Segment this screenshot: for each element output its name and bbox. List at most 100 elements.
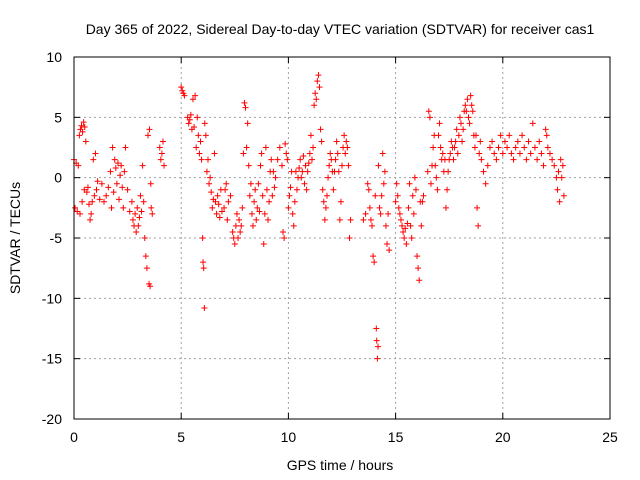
data-point bbox=[380, 180, 387, 187]
x-axis-label: GPS time / hours bbox=[287, 457, 394, 473]
data-point bbox=[560, 192, 567, 199]
data-point bbox=[365, 186, 372, 193]
data-point bbox=[72, 204, 79, 211]
y-tick-label: -5 bbox=[50, 230, 63, 246]
data-point bbox=[504, 144, 511, 151]
data-point bbox=[434, 186, 441, 193]
data-point bbox=[556, 198, 563, 205]
data-point bbox=[109, 144, 116, 151]
data-point bbox=[433, 174, 440, 181]
data-point bbox=[202, 132, 209, 139]
data-point bbox=[512, 144, 519, 151]
data-point bbox=[393, 180, 400, 187]
data-point bbox=[477, 138, 484, 145]
data-point bbox=[86, 201, 93, 208]
data-point bbox=[121, 168, 128, 175]
data-point bbox=[98, 180, 105, 187]
data-point bbox=[402, 225, 409, 232]
data-point bbox=[360, 216, 367, 223]
data-point bbox=[199, 235, 206, 241]
data-point bbox=[410, 210, 417, 217]
data-point bbox=[339, 162, 345, 169]
data-point bbox=[384, 241, 391, 248]
y-tick-label: -10 bbox=[42, 290, 62, 306]
data-point bbox=[437, 144, 444, 151]
data-point bbox=[462, 102, 469, 109]
data-point bbox=[238, 222, 245, 229]
data-point bbox=[105, 184, 112, 191]
data-point bbox=[420, 192, 427, 199]
data-point bbox=[471, 144, 478, 151]
data-point bbox=[235, 235, 242, 241]
data-point bbox=[138, 208, 145, 215]
data-point bbox=[467, 92, 474, 99]
data-point bbox=[93, 186, 100, 193]
data-point bbox=[427, 180, 434, 187]
data-point bbox=[193, 144, 200, 151]
data-point bbox=[79, 128, 86, 135]
data-point bbox=[253, 216, 260, 223]
data-point bbox=[255, 180, 262, 187]
data-point bbox=[499, 150, 506, 157]
axis-ticks: 0 5 10 15 20 25 -20 -15 -10 -5 0 5 10 bbox=[42, 49, 618, 445]
data-point bbox=[222, 186, 229, 193]
data-point bbox=[290, 222, 297, 229]
data-point bbox=[75, 162, 82, 169]
data-point bbox=[382, 222, 389, 229]
data-point bbox=[116, 196, 123, 203]
data-point bbox=[112, 165, 119, 172]
data-point bbox=[491, 150, 498, 157]
data-point bbox=[208, 189, 215, 196]
data-point bbox=[292, 168, 299, 175]
data-point bbox=[453, 126, 460, 133]
data-point bbox=[80, 119, 87, 126]
data-point bbox=[543, 132, 550, 139]
data-point bbox=[186, 116, 193, 123]
data-point bbox=[425, 108, 432, 115]
data-point bbox=[128, 198, 135, 205]
data-point bbox=[216, 214, 223, 221]
data-point bbox=[76, 132, 83, 139]
data-point bbox=[466, 120, 473, 127]
data-point bbox=[334, 150, 341, 157]
data-point bbox=[272, 174, 279, 181]
data-point bbox=[197, 138, 204, 145]
data-point bbox=[468, 102, 475, 109]
data-point bbox=[531, 144, 538, 151]
data-point bbox=[231, 241, 238, 248]
y-tick-label: 10 bbox=[46, 49, 62, 65]
data-point bbox=[120, 204, 127, 211]
data-point bbox=[206, 180, 213, 187]
data-point bbox=[408, 235, 415, 241]
data-point bbox=[332, 156, 339, 163]
data-point bbox=[396, 210, 403, 217]
data-point bbox=[476, 150, 483, 157]
data-point bbox=[327, 150, 334, 157]
data-point bbox=[96, 196, 103, 203]
data-point bbox=[126, 208, 133, 215]
data-point bbox=[401, 235, 408, 241]
data-point bbox=[457, 120, 464, 127]
data-point bbox=[291, 198, 298, 205]
data-point bbox=[156, 144, 163, 151]
data-point bbox=[455, 132, 462, 139]
data-point bbox=[92, 150, 99, 157]
data-point bbox=[88, 210, 95, 217]
data-point bbox=[333, 138, 340, 145]
data-point bbox=[435, 132, 442, 139]
data-point bbox=[227, 192, 234, 199]
data-point bbox=[139, 162, 146, 169]
data-point bbox=[516, 150, 523, 157]
data-point bbox=[370, 253, 377, 260]
data-point bbox=[209, 204, 216, 211]
data-point bbox=[201, 304, 208, 311]
data-point bbox=[141, 235, 148, 241]
data-point bbox=[119, 184, 126, 191]
data-point bbox=[456, 114, 463, 121]
data-point bbox=[118, 162, 125, 169]
data-point bbox=[266, 198, 273, 205]
data-point bbox=[201, 120, 208, 127]
data-point bbox=[372, 192, 379, 199]
data-point bbox=[306, 150, 313, 157]
